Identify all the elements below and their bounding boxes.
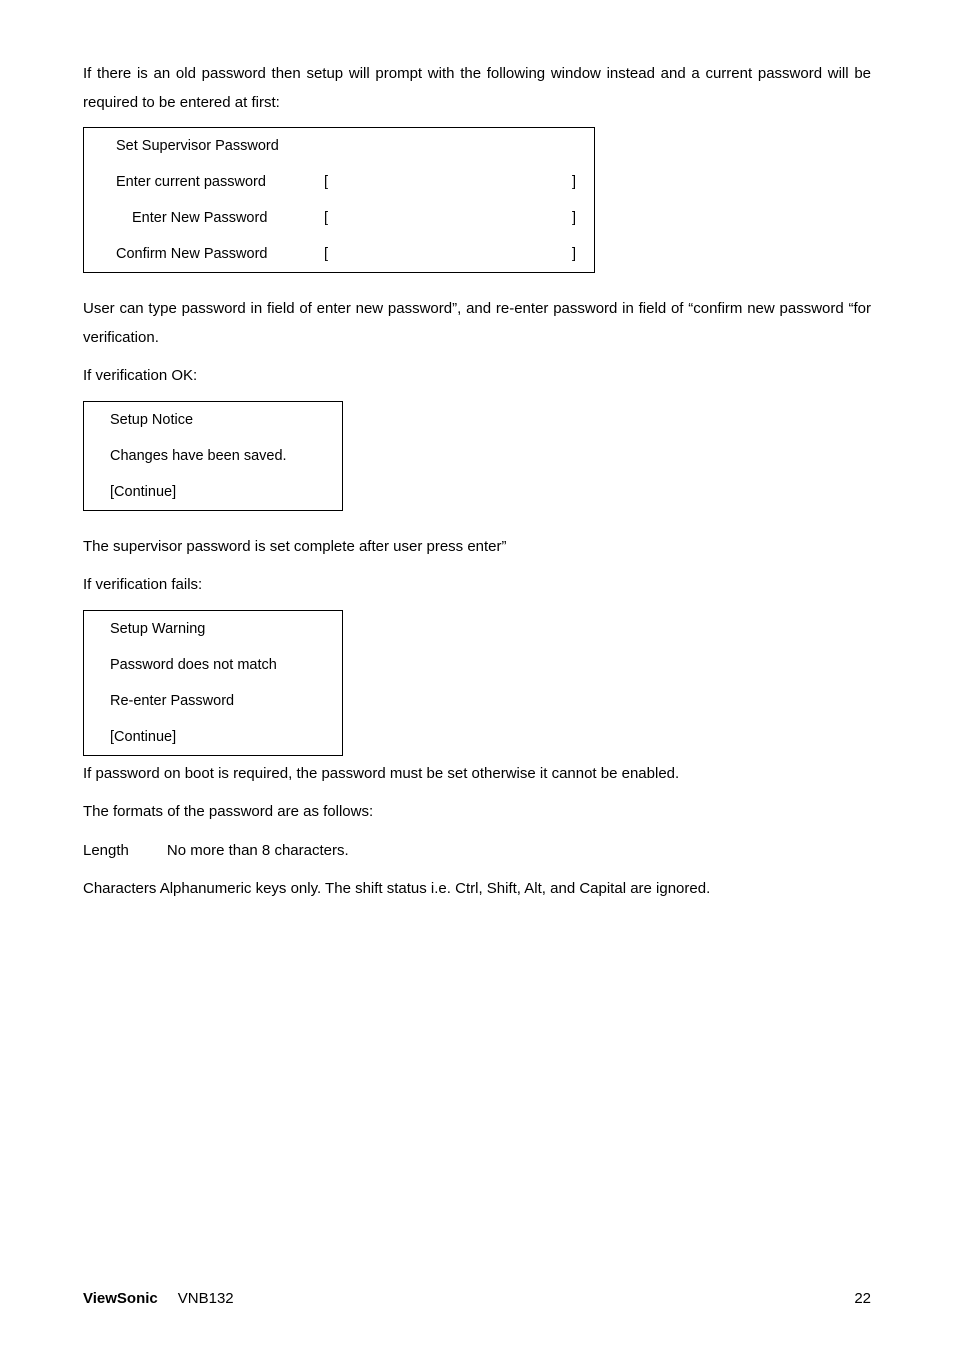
warning-continue: [Continue]	[84, 719, 342, 755]
set-supervisor-password-box: Set Supervisor Password Enter current pa…	[83, 127, 595, 273]
bracket-open: [	[324, 174, 364, 190]
after-table1-paragraph: User can type password in field of enter…	[83, 295, 871, 352]
bracket-close: ]	[554, 210, 594, 226]
length-label: Length	[83, 837, 129, 866]
bracket-close: ]	[554, 174, 594, 190]
footer-brand: ViewSonic	[83, 1290, 158, 1307]
if-ok-label: If verification OK:	[83, 362, 871, 391]
label-current-password: Enter current password	[84, 174, 324, 190]
warning-reenter: Re-enter Password	[84, 683, 342, 719]
label-new-password: Enter New Password	[84, 210, 324, 226]
characters-paragraph: Characters Alphanumeric keys only. The s…	[83, 875, 773, 904]
notice-title: Setup Notice	[84, 402, 342, 438]
page-footer: ViewSonic VNB132 22	[83, 1290, 871, 1307]
notice-message: Changes have been saved.	[84, 438, 342, 474]
setup-warning-box: Setup Warning Password does not match Re…	[83, 610, 343, 756]
intro-paragraph: If there is an old password then setup w…	[83, 60, 871, 117]
bracket-open: [	[324, 246, 364, 262]
label-title: Set Supervisor Password	[84, 138, 324, 154]
formats-paragraph: The formats of the password are as follo…	[83, 798, 871, 827]
footer-page-number: 22	[854, 1290, 871, 1307]
notice-continue: [Continue]	[84, 474, 342, 510]
setup-notice-box: Setup Notice Changes have been saved. [C…	[83, 401, 343, 511]
warning-message: Password does not match	[84, 647, 342, 683]
bracket-open: [	[324, 210, 364, 226]
after-table3-paragraph: If password on boot is required, the pas…	[83, 760, 871, 789]
length-row: Length No more than 8 characters.	[83, 837, 871, 866]
length-value: No more than 8 characters.	[167, 837, 349, 866]
label-confirm-password: Confirm New Password	[84, 246, 324, 262]
if-fail-label: If verification fails:	[83, 571, 871, 600]
bracket-close: ]	[554, 246, 594, 262]
warning-title: Setup Warning	[84, 611, 342, 647]
after-table2-paragraph: The supervisor password is set complete …	[83, 533, 871, 562]
footer-model: VNB132	[178, 1290, 234, 1307]
